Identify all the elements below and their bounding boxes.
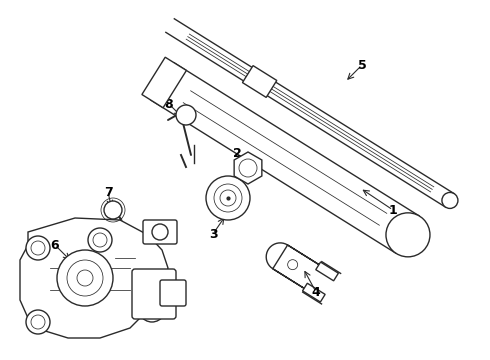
Circle shape [214, 184, 242, 212]
Circle shape [220, 190, 236, 206]
Text: 8: 8 [165, 98, 173, 111]
Text: 3: 3 [209, 228, 217, 240]
Text: 5: 5 [358, 59, 367, 72]
Polygon shape [234, 152, 262, 184]
FancyBboxPatch shape [132, 269, 176, 319]
Circle shape [26, 236, 50, 260]
Circle shape [77, 270, 93, 286]
Circle shape [31, 315, 45, 329]
Polygon shape [302, 283, 325, 302]
Circle shape [152, 224, 168, 240]
Circle shape [31, 241, 45, 255]
Circle shape [176, 105, 196, 125]
Circle shape [206, 176, 250, 220]
Polygon shape [316, 262, 339, 281]
Circle shape [67, 260, 103, 296]
Circle shape [26, 310, 50, 334]
FancyBboxPatch shape [160, 280, 186, 306]
Text: 1: 1 [389, 203, 397, 216]
Polygon shape [20, 218, 168, 338]
Polygon shape [142, 57, 186, 108]
Ellipse shape [134, 274, 170, 322]
FancyBboxPatch shape [143, 220, 177, 244]
Polygon shape [266, 243, 323, 291]
Text: 6: 6 [50, 239, 59, 252]
Text: 2: 2 [233, 147, 242, 159]
Circle shape [88, 228, 112, 252]
Text: 7: 7 [103, 185, 112, 198]
Circle shape [239, 159, 257, 177]
Circle shape [442, 193, 458, 208]
Text: 4: 4 [312, 285, 320, 298]
Circle shape [57, 250, 113, 306]
Polygon shape [150, 63, 419, 253]
Circle shape [386, 213, 430, 257]
Circle shape [93, 233, 107, 247]
Circle shape [288, 260, 297, 270]
Circle shape [104, 201, 122, 219]
Polygon shape [243, 66, 277, 98]
